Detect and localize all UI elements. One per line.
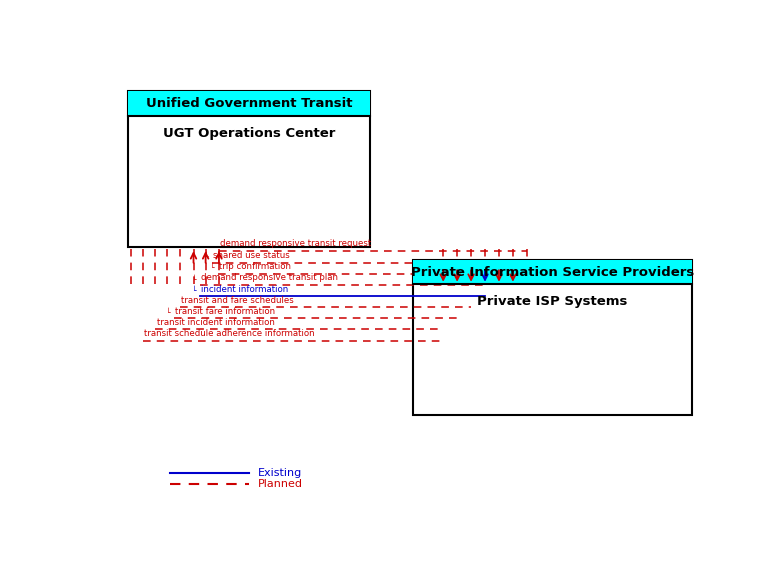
Text: └: └ <box>192 275 197 284</box>
Text: incident information: incident information <box>201 285 288 294</box>
Text: └: └ <box>210 264 215 272</box>
Bar <box>413 260 692 415</box>
Text: transit and fare schedules: transit and fare schedules <box>181 295 293 305</box>
Text: └: └ <box>204 253 209 262</box>
Text: demand responsive transit request: demand responsive transit request <box>221 239 371 248</box>
Text: UGT Operations Center: UGT Operations Center <box>163 127 335 140</box>
Text: shared use status: shared use status <box>213 251 289 260</box>
Text: demand responsive transit plan: demand responsive transit plan <box>201 274 338 282</box>
Text: transit fare information: transit fare information <box>174 306 274 316</box>
Text: transit incident information: transit incident information <box>156 318 274 327</box>
Text: └: └ <box>167 308 170 317</box>
Bar <box>413 260 692 284</box>
Bar <box>128 92 371 116</box>
Text: Existing: Existing <box>258 468 303 478</box>
Text: Unified Government Transit: Unified Government Transit <box>146 97 353 110</box>
Text: trip confirmation: trip confirmation <box>219 262 291 271</box>
Text: transit schedule adherence information: transit schedule adherence information <box>145 329 315 338</box>
Bar <box>128 92 371 247</box>
Text: Private ISP Systems: Private ISP Systems <box>477 295 627 308</box>
Text: Private Information Service Providers: Private Information Service Providers <box>411 266 694 279</box>
Text: └: └ <box>192 286 197 295</box>
Text: Planned: Planned <box>258 479 303 489</box>
